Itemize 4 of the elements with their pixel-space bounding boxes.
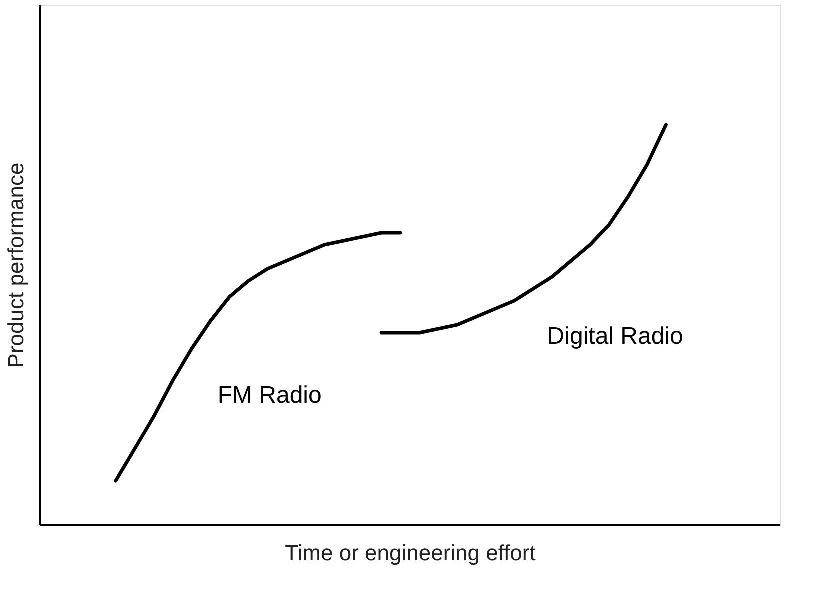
x-axis-title: Time or engineering effort (285, 540, 536, 566)
series-label: FM Radio (218, 382, 322, 409)
series-label: Digital Radio (547, 323, 684, 350)
y-axis-title: Product performance (4, 162, 28, 368)
